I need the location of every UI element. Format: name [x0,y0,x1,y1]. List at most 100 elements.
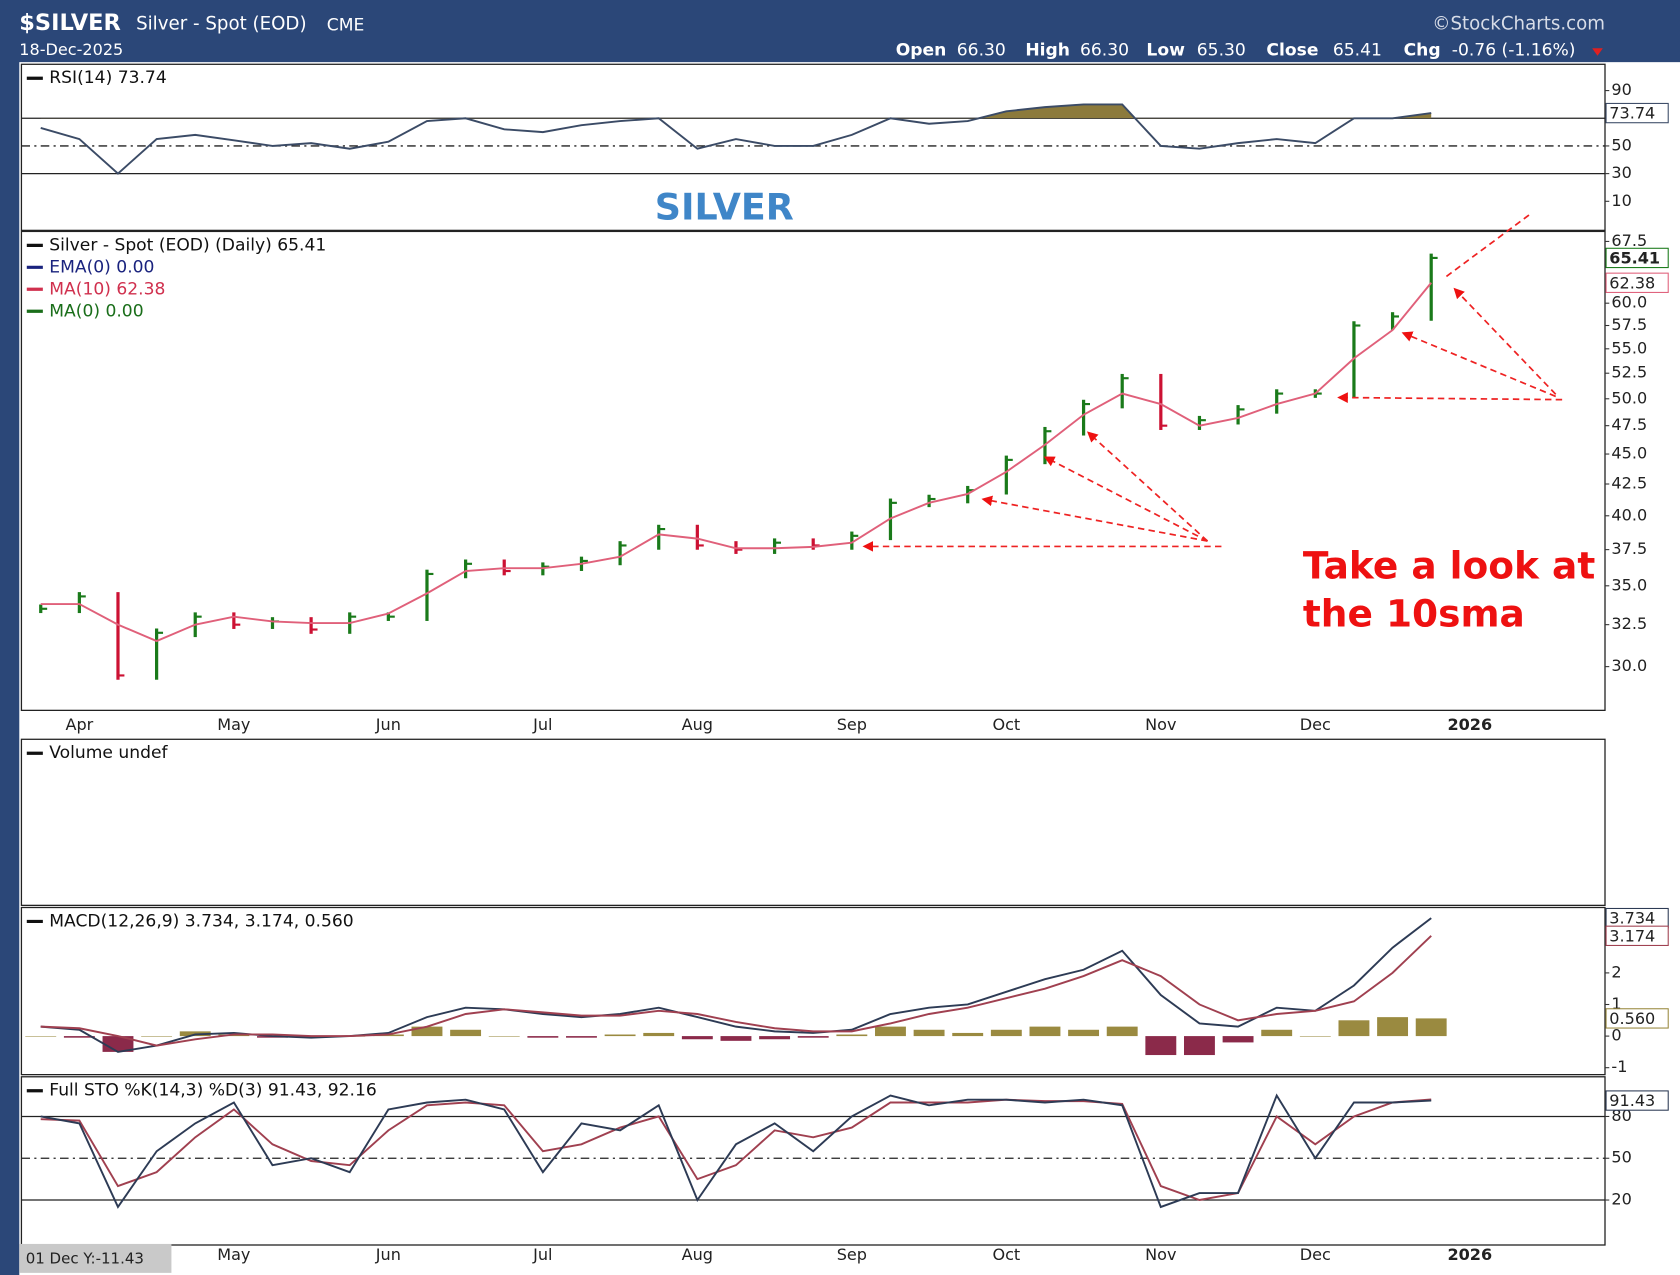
x-tick-label: Jul [532,1245,552,1264]
y-tick-label: 47.5 [1611,415,1647,434]
histogram-bar [759,1036,791,1040]
histogram-bar [913,1029,945,1037]
y-tick-label: 50 [1611,135,1631,154]
price-bar [695,524,704,550]
histogram-bar [141,1036,173,1037]
histogram-bar [643,1032,675,1037]
legend-label: Volume undef [49,743,168,763]
last-value-label: 62.38 [1609,273,1655,292]
brand: ©StockCharts.com [1432,14,1605,35]
price-bar [155,628,164,680]
y-tick-label: 90 [1611,80,1631,99]
histogram-bar [1106,1026,1138,1037]
legend-label: MACD(12,26,9) 3.734, 3.174, 0.560 [49,911,353,931]
y-tick-label: 10 [1611,191,1631,210]
price-bar [232,612,241,629]
x-tick-label: Aug [682,715,713,734]
y-tick-label: 50.0 [1611,388,1647,407]
histogram-bar [1415,1018,1447,1037]
price-bar [1236,405,1245,425]
series-line [40,935,1432,1047]
x-tick-label: Oct [992,1245,1020,1264]
y-tick-label: 42.5 [1611,474,1647,493]
price-bar [1275,389,1284,414]
legend-label: Silver - Spot (EOD) (Daily) 65.41 [49,235,326,255]
histogram-bar [1299,1036,1331,1037]
price-bar [772,538,782,554]
note: the 10sma [1303,592,1525,636]
x-tick-label: Oct [992,715,1020,734]
panel [20,738,1606,906]
panel [20,1076,1606,1246]
series-line [40,1098,1432,1201]
histogram-bar [1338,1020,1370,1037]
legend-label: MA(0) 0.00 [49,301,143,321]
legend-label: EMA(0) 0.00 [49,257,154,277]
y-tick-label: 50 [1611,1148,1631,1167]
last-value-label: 65.41 [1609,248,1660,267]
price-bar [618,541,627,566]
arrow [1086,431,1209,542]
y-tick-label: 67.5 [1611,231,1647,250]
open-value: 66.30 [957,40,1006,60]
histogram-bar [488,1036,520,1037]
last-value-label: 3.174 [1609,926,1655,945]
price-bar [850,531,859,550]
ohlc: Open 66.30 High 66.30 Low 65.30 Close 65… [896,40,1576,60]
histogram-bar [25,1036,57,1037]
histogram-bar [1145,1036,1177,1056]
histogram-bar [1261,1029,1293,1037]
exchange: CME [327,16,365,36]
last-value-label: 0.560 [1609,1009,1655,1028]
low-label: Low [1146,40,1185,60]
x-tick-label: Dec [1300,1245,1331,1264]
y-tick-label: 32.5 [1611,614,1647,633]
overbought-fill [40,104,1432,119]
histogram-bar [566,1036,597,1038]
histogram-bar [527,1036,559,1038]
high-value: 66.30 [1080,40,1129,60]
histogram-bar [720,1036,752,1041]
price-bar [1390,312,1399,330]
open-label: Open [896,40,947,60]
arrow [1453,287,1557,395]
banner: SILVER [655,185,794,228]
price-bar [1120,373,1129,409]
arrow [1337,392,1563,403]
price-bar [657,524,666,550]
x-tick-label: Nov [1145,715,1177,734]
y-tick-label: 20 [1611,1190,1631,1209]
price-bar [425,569,434,621]
symbol: $SILVER [19,10,121,36]
histogram-bar [450,1029,482,1037]
panel [20,230,1606,711]
trend-line [1445,213,1531,278]
histogram-bar [1029,1026,1061,1037]
last-value-box [1605,247,1669,269]
arrow [1043,456,1208,542]
series-line [40,1093,1432,1209]
histogram-bar [836,1034,868,1037]
cursor-readout: 01 Dec Y:-11.43 [26,1249,144,1267]
last-value-label: 73.74 [1609,104,1655,123]
price-bar [77,592,86,614]
price-bar [927,494,936,508]
low-value: 65.30 [1197,40,1246,60]
legend-label: RSI(14) 73.74 [49,68,166,88]
last-value-box [1605,1090,1669,1111]
price-bar [116,592,125,680]
histogram-bar [63,1036,95,1038]
price-bar [463,559,473,579]
panel [20,906,1606,1076]
legend-label: MA(10) 62.38 [49,279,165,299]
series-line [40,103,1432,175]
histogram-bar [952,1032,984,1037]
x-tick-label: Jul [532,715,552,734]
histogram-bar [990,1029,1022,1037]
y-tick-label: 1 [1611,994,1621,1013]
arrow [981,495,1208,542]
x-tick-label: Nov [1145,1245,1177,1264]
x-tick-label: Dec [1300,715,1331,734]
